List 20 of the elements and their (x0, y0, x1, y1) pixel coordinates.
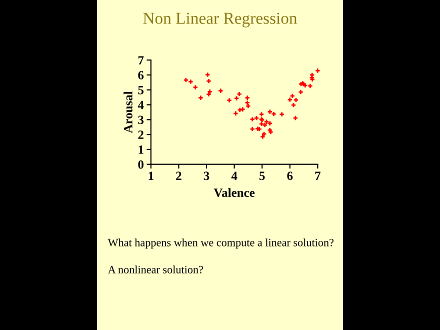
x-tick-label: 1 (148, 172, 154, 180)
y-tick-label: 0 (138, 160, 144, 169)
text: What happens when we compute a linear solution? (108, 238, 334, 249)
x-tick-label: 4 (231, 172, 238, 180)
y-tick-label: 3 (138, 116, 144, 124)
y-tick-label: 5 (138, 86, 144, 94)
chart-title: Non Linear Regression (143, 12, 298, 28)
x-tick-label: 6 (287, 172, 293, 180)
x-tick-label: 7 (315, 172, 320, 180)
x-tick-label: 2 (176, 172, 182, 180)
x-tick-label: 3 (204, 172, 210, 180)
text: A nonlinear solution? (108, 266, 204, 274)
y-tick-label: 6 (138, 71, 144, 80)
x-axis-title: Valence (214, 188, 255, 198)
x-tick-label: 5 (259, 172, 265, 180)
y-tick-label: 7 (138, 56, 144, 64)
y-tick-label: 2 (138, 130, 144, 139)
y-axis-title: Arousal (124, 91, 132, 134)
y-tick-label: 4 (138, 100, 144, 110)
y-tick-label: 1 (138, 146, 144, 154)
